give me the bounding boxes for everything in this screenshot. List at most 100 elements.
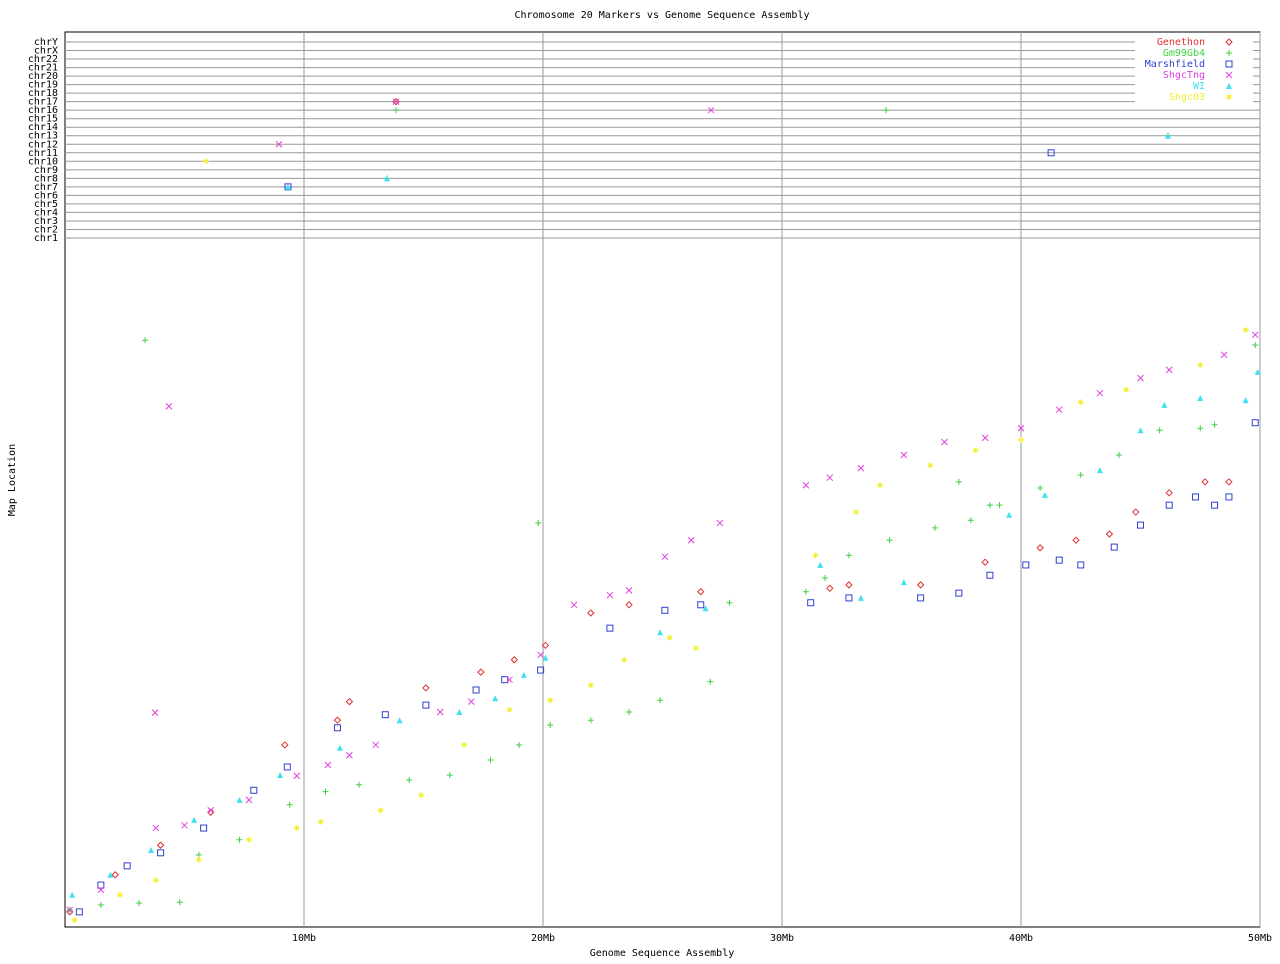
y-tick-label: chr10 — [28, 156, 58, 167]
point — [487, 757, 494, 764]
point — [967, 517, 974, 524]
y-tick-label: chr5 — [34, 199, 58, 210]
legend-box — [1135, 36, 1253, 104]
point — [456, 708, 463, 715]
point — [547, 697, 554, 704]
point — [1006, 511, 1013, 518]
point — [1037, 485, 1044, 492]
point — [537, 651, 544, 659]
point — [981, 558, 989, 566]
point — [520, 671, 527, 678]
point — [156, 841, 165, 849]
y-tick-label: chr18 — [28, 88, 58, 99]
point — [1137, 427, 1144, 434]
y-tick-label: chrX — [34, 46, 58, 57]
point — [845, 552, 852, 559]
point — [236, 796, 243, 803]
x-tick-label: 40Mb — [1009, 933, 1033, 944]
point — [1018, 436, 1024, 443]
point — [383, 175, 390, 182]
point — [176, 899, 183, 906]
point — [1132, 508, 1140, 516]
point — [393, 107, 400, 114]
point — [702, 605, 709, 612]
point — [886, 537, 893, 544]
point — [661, 553, 669, 561]
point — [657, 629, 664, 636]
point — [245, 796, 253, 804]
point — [882, 107, 889, 114]
legend-label: ShgcTng — [1163, 70, 1205, 81]
point — [1197, 425, 1204, 432]
point — [336, 744, 343, 751]
chart-title: Chromosome 20 Markers vs Genome Sequence… — [514, 10, 809, 21]
point — [1165, 366, 1173, 374]
y-tick-label: chr9 — [34, 165, 58, 176]
point — [822, 575, 829, 582]
point — [422, 701, 430, 709]
point — [355, 781, 362, 788]
point — [666, 634, 673, 641]
point — [181, 821, 188, 829]
point — [501, 676, 509, 684]
point — [955, 478, 962, 485]
x-tick-label: 20Mb — [531, 933, 555, 944]
point — [687, 536, 695, 544]
point — [97, 886, 105, 894]
point — [250, 786, 258, 794]
point — [492, 695, 499, 702]
point — [1226, 94, 1232, 100]
point — [807, 599, 815, 607]
plot-frame — [64, 31, 1261, 928]
point — [165, 402, 173, 410]
y-tick-label: chr2 — [34, 224, 58, 235]
point — [1226, 83, 1232, 89]
point — [392, 97, 400, 106]
point — [1055, 406, 1063, 414]
point — [1036, 544, 1044, 552]
y-tick-label: chr3 — [34, 216, 58, 227]
y-tick-label: chr7 — [34, 182, 58, 193]
point — [927, 462, 934, 469]
point — [853, 509, 860, 516]
point — [541, 641, 550, 650]
point — [707, 106, 715, 114]
point — [346, 751, 353, 759]
y-tick-label: chr17 — [28, 97, 58, 108]
point — [281, 741, 289, 749]
point — [277, 772, 284, 779]
point — [1251, 419, 1259, 427]
point — [625, 587, 633, 594]
point — [845, 594, 853, 602]
point — [284, 183, 291, 190]
point — [191, 816, 198, 823]
legend-label: Gm99Gb4 — [1163, 48, 1205, 59]
legend-label: Marshfield — [1145, 59, 1205, 70]
point — [707, 678, 714, 685]
point — [1242, 326, 1249, 333]
point — [625, 601, 633, 609]
point — [900, 579, 907, 586]
y-tick-label: chr20 — [28, 71, 58, 82]
point — [972, 447, 979, 454]
point — [692, 645, 699, 652]
point — [996, 502, 1003, 509]
x-tick-label: 10Mb — [292, 933, 316, 944]
point — [66, 908, 74, 916]
point — [857, 594, 864, 601]
point — [152, 877, 159, 884]
point — [151, 709, 159, 717]
point — [136, 899, 143, 906]
point — [1254, 368, 1261, 375]
point — [1225, 493, 1233, 501]
point — [1211, 501, 1219, 509]
point — [986, 571, 994, 579]
point — [1197, 362, 1204, 369]
point — [802, 481, 810, 489]
point — [324, 761, 332, 769]
point — [207, 806, 215, 814]
point — [817, 561, 824, 568]
point — [446, 772, 453, 779]
point — [1077, 471, 1084, 478]
